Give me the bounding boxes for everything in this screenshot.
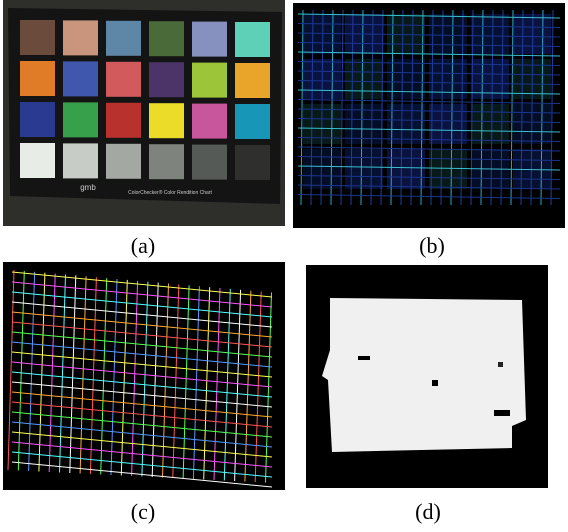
block [387, 149, 425, 189]
color-patch [235, 145, 270, 180]
color-patch [63, 61, 98, 96]
board-text: ColorChecker® Color Rendition Chart [128, 189, 212, 196]
color-patch [235, 63, 270, 98]
color-patch [20, 20, 55, 55]
mask-hole [432, 380, 438, 386]
color-patch [106, 103, 141, 138]
figure: gmb ColorChecker® Color Rendition Chart … [0, 0, 568, 532]
panel-d [306, 265, 548, 488]
color-patch [20, 61, 55, 96]
color-patch [192, 145, 227, 180]
edge-grid [298, 10, 560, 205]
mask-hole [498, 362, 503, 367]
panel-a: gmb ColorChecker® Color Rendition Chart [3, 0, 285, 226]
block [429, 14, 467, 54]
block [345, 59, 383, 99]
color-patch [20, 143, 55, 178]
panel-label: (a) [131, 233, 155, 258]
color-patch [63, 20, 98, 55]
panel-label: (b) [419, 233, 445, 258]
color-patch [192, 63, 227, 98]
panel-c [3, 262, 285, 490]
color-patch [149, 103, 184, 138]
color-patch [63, 143, 98, 178]
color-patch [192, 22, 227, 57]
color-patch [20, 102, 55, 137]
color-patch [149, 144, 184, 179]
color-patch [106, 144, 141, 179]
mask-hole [494, 410, 510, 416]
panel-b [293, 3, 565, 228]
mask-region [322, 298, 526, 452]
color-patch [149, 21, 184, 56]
color-patch [192, 104, 227, 139]
color-patch [149, 62, 184, 97]
block [345, 149, 383, 189]
block [429, 59, 467, 99]
color-patch [106, 62, 141, 97]
block [513, 14, 551, 54]
logo-text: gmb [80, 183, 96, 192]
panel-label: (c) [131, 499, 155, 524]
block [471, 104, 509, 144]
mask-hole [358, 356, 370, 360]
image-background [3, 262, 285, 490]
color-patch [235, 22, 270, 57]
color-patch [106, 21, 141, 56]
color-patch [63, 102, 98, 137]
panel-label: (d) [415, 499, 441, 524]
color-patch [235, 104, 270, 139]
